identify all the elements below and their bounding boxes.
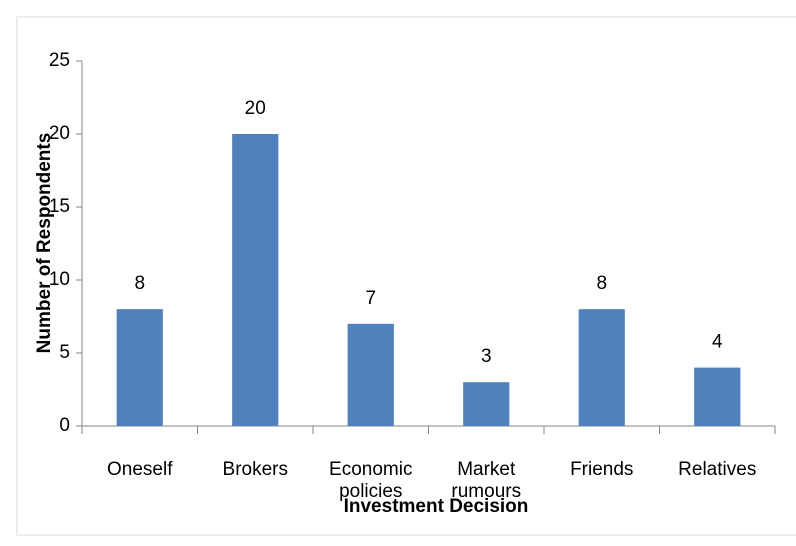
- x-tick-label: Brokers: [222, 459, 288, 480]
- y-tick-label: 0: [59, 415, 70, 436]
- y-axis-title: Number of Respondents: [34, 133, 55, 354]
- y-tick-label: 5: [59, 342, 70, 363]
- y-tick-label: 25: [49, 50, 70, 71]
- chart-frame: [16, 16, 796, 536]
- data-label: 20: [245, 98, 266, 119]
- y-tick-label: 10: [49, 269, 70, 290]
- bar: [347, 323, 394, 426]
- x-tick-label: Market rumours: [451, 459, 522, 502]
- x-tick-label: Oneself: [107, 459, 173, 480]
- x-tick-label: Economic policies: [329, 459, 413, 502]
- data-label: 3: [481, 346, 492, 367]
- x-tick-label: Friends: [570, 459, 634, 480]
- data-label: 4: [712, 332, 723, 353]
- data-label: 7: [365, 288, 376, 309]
- x-tick-label: Relatives: [678, 459, 757, 480]
- bar: [578, 309, 625, 426]
- y-tick-label: 20: [49, 123, 70, 144]
- x-axis-title: Investment Decision: [344, 496, 529, 517]
- y-tick-label: 15: [49, 196, 70, 217]
- bar: [694, 367, 741, 426]
- bar: [116, 309, 163, 426]
- data-label: 8: [596, 273, 607, 294]
- data-label: 8: [134, 273, 145, 294]
- bar: [232, 134, 279, 426]
- bar: [463, 382, 510, 426]
